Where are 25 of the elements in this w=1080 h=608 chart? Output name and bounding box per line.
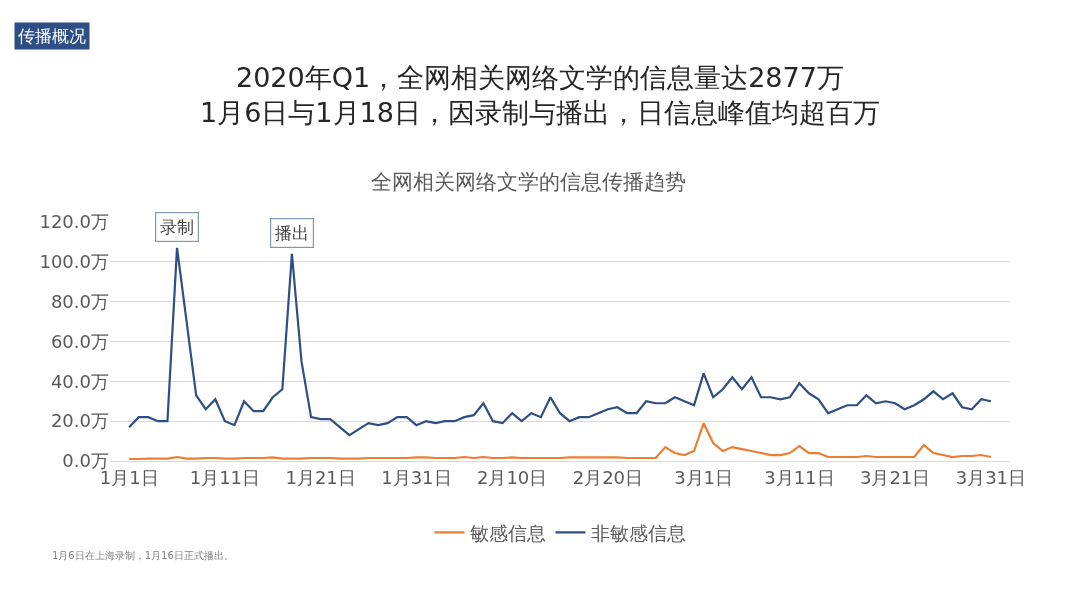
line-series [128, 422, 992, 461]
x-tick-label: 3月31日 [955, 466, 1027, 488]
text: 传播概况 [18, 26, 86, 46]
annotation: 录制 [160, 217, 195, 238]
y-tick-label: 60.0万 [50, 330, 109, 352]
legend-label: 敏感信息 [469, 521, 546, 544]
y-tick-label: 80.0万 [50, 290, 109, 312]
x-tick-label: 1月31日 [381, 466, 452, 488]
text: 1月6日在上海录制，1月16日正式播出。 [52, 550, 234, 561]
x-tick-label: 2月20日 [572, 466, 644, 488]
x-tick-label: 3月11日 [764, 466, 835, 488]
x-tick-label: 3月1日 [674, 466, 734, 488]
legend-label: 非敏感信息 [590, 521, 686, 544]
x-tick-label: 2月10日 [476, 466, 548, 488]
y-tick-label: 120.0万 [39, 211, 109, 233]
x-tick-label: 3月21日 [859, 466, 931, 488]
y-tick-label: 20.0万 [50, 410, 109, 432]
x-tick-label: 1月11日 [189, 466, 261, 488]
chart-subtitle: 全网相关网络文学的信息传播趋势 [371, 170, 686, 194]
x-tick-label: 1月21日 [285, 466, 356, 488]
y-tick-label: 100.0万 [39, 251, 109, 273]
y-tick-label: 40.0万 [50, 370, 109, 392]
chart-title: 2020年Q1，全网相关网络文学的信息量达2877万 1月6日与1月18日，因录制与播出，日信息峰值均超百万 [200, 62, 880, 129]
line-series [128, 246, 992, 437]
annotation: 播出 [275, 223, 310, 244]
